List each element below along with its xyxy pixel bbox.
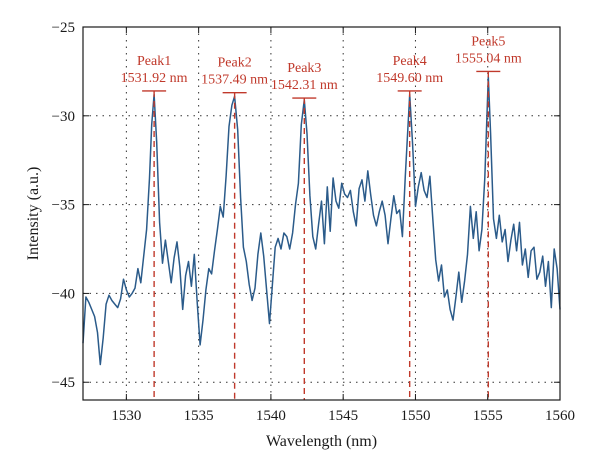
y-tick-label: −30 <box>52 109 75 125</box>
plot-frame <box>82 26 561 401</box>
y-tick-label: −40 <box>52 286 75 302</box>
x-axis-ticks: 1530 1535 1540 1545 1550 1555 1560 <box>111 27 575 424</box>
x-tick-label: 1530 <box>111 408 141 424</box>
y-axis-ticks: −25 −30 −35 −40 −45 <box>52 20 560 391</box>
peak-wavelength-label: 1542.31 nm <box>271 78 338 93</box>
y-axis-title: Intensity (a.u.) <box>25 167 42 261</box>
y-tick-label: −25 <box>52 20 75 36</box>
peak-name-label: Peak2 <box>218 56 252 71</box>
spectrum-line <box>82 75 561 366</box>
peak-markers: Peak1 1531.92 nm Peak2 1537.49 nm Peak3 1542.… <box>121 34 522 400</box>
peak-wavelength-label: 1537.49 nm <box>201 73 268 88</box>
y-tick-label: −35 <box>52 198 75 214</box>
x-tick-label: 1540 <box>256 408 286 424</box>
peak-name-label: Peak4 <box>393 54 427 69</box>
x-tick-label: 1535 <box>184 408 214 424</box>
peak-name-label: Peak3 <box>287 61 321 76</box>
x-tick-label: 1550 <box>400 408 430 424</box>
peak-wavelength-label: 1549.60 nm <box>376 71 443 86</box>
peak-marker: Peak3 1542.31 nm <box>271 61 338 400</box>
peak-marker: Peak5 1555.04 nm <box>455 34 522 400</box>
peak-marker: Peak2 1537.49 nm <box>201 56 268 400</box>
peak-marker: Peak4 1549.60 nm <box>376 54 443 400</box>
x-tick-label: 1560 <box>545 408 575 424</box>
peak-name-label: Peak5 <box>471 34 505 49</box>
peak-name-label: Peak1 <box>137 54 171 69</box>
peak-wavelength-label: 1555.04 nm <box>455 51 522 66</box>
x-tick-label: 1555 <box>473 408 503 424</box>
peak-wavelength-label: 1531.92 nm <box>121 71 188 86</box>
y-tick-label: −45 <box>52 375 75 391</box>
grid-lines <box>83 27 560 400</box>
x-axis-title: Wavelength (nm) <box>266 433 377 450</box>
peak-marker: Peak1 1531.92 nm <box>121 54 188 400</box>
x-tick-label: 1545 <box>328 408 358 424</box>
